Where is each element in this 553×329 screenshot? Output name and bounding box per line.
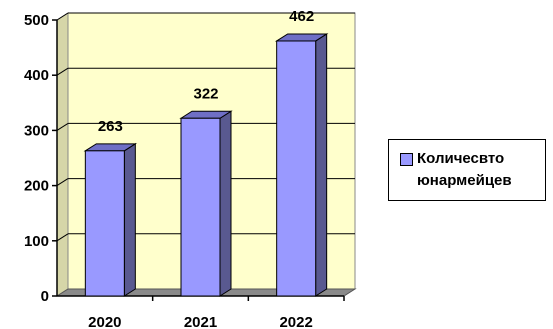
bar-side xyxy=(123,142,136,297)
data-label: 263 xyxy=(98,118,123,135)
bar xyxy=(180,117,221,297)
legend-entry-label: Количесвто юнармейцев xyxy=(417,150,512,189)
legend-swatch xyxy=(400,153,413,166)
y-tick-label: 200 xyxy=(24,178,49,195)
gridline-side xyxy=(56,12,69,21)
y-tick-label: 400 xyxy=(24,67,49,84)
legend: Количесвто юнармейцев xyxy=(388,139,546,201)
x-tick-label: 2021 xyxy=(184,314,217,329)
gridline-side xyxy=(56,233,69,242)
data-label: 462 xyxy=(289,8,314,25)
bar-side xyxy=(315,33,328,297)
x-tick-label: 2022 xyxy=(279,314,312,329)
labels: 0 100 200 300 400 500 263 2020 322 2021 462 2022 xyxy=(24,8,314,329)
y-tick-label: 100 xyxy=(24,233,49,250)
y-tick-label: 0 xyxy=(41,288,49,305)
side-wall xyxy=(56,12,69,297)
gridline-side xyxy=(56,178,69,187)
x-tick-label: 2020 xyxy=(88,314,121,329)
gridline-side xyxy=(56,122,69,131)
y-tick-label: 500 xyxy=(24,12,49,29)
bar xyxy=(84,150,125,297)
data-label: 322 xyxy=(193,85,218,102)
bar-side xyxy=(219,110,232,297)
bars xyxy=(83,33,329,297)
y-tick-label: 300 xyxy=(24,122,49,139)
bar xyxy=(276,40,317,297)
gridline-side xyxy=(56,67,69,76)
